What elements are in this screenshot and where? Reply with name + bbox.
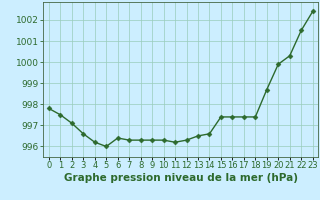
X-axis label: Graphe pression niveau de la mer (hPa): Graphe pression niveau de la mer (hPa) bbox=[64, 173, 298, 183]
